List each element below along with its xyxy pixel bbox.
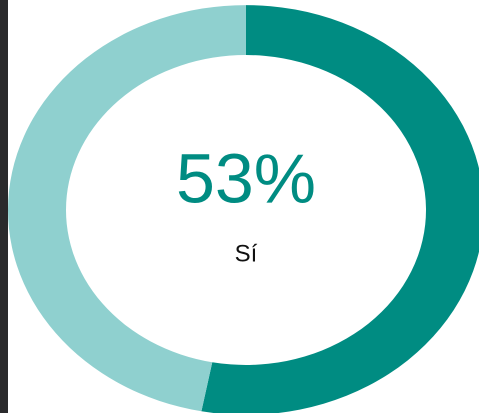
side-strip	[0, 0, 8, 413]
donut-slice	[7, 5, 247, 412]
center-label: Sí	[235, 240, 258, 267]
donut-slice	[201, 5, 479, 413]
center-value: 53%	[176, 139, 316, 217]
donut	[7, 5, 479, 413]
